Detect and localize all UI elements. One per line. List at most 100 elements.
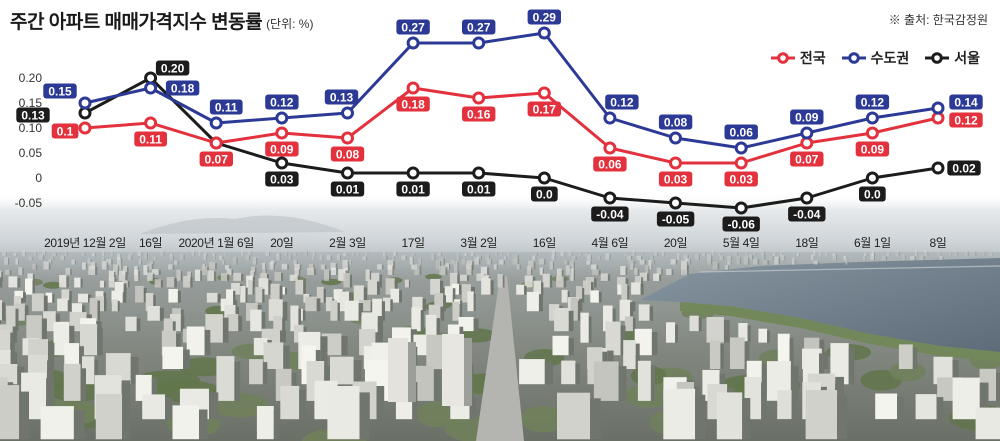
data-label-box	[155, 60, 190, 76]
building-shadow	[657, 252, 659, 256]
building	[232, 256, 237, 265]
building	[702, 252, 706, 256]
building	[166, 276, 175, 288]
building	[383, 252, 386, 256]
legend-label-nationwide: 전국	[799, 50, 826, 66]
building	[637, 360, 651, 401]
building-shadow	[449, 263, 451, 270]
building	[753, 252, 756, 256]
building	[250, 309, 262, 332]
building-shadow	[524, 285, 527, 295]
building	[656, 267, 662, 275]
data-label-seoul: 0.0	[859, 186, 886, 202]
building-shadow	[190, 272, 193, 281]
building-shadow	[846, 256, 848, 261]
building-shadow	[241, 273, 244, 281]
building	[411, 253, 415, 256]
chart-legend: 전국 수도권 서울	[770, 48, 980, 68]
data-points	[78, 26, 945, 215]
building-shadow	[323, 288, 326, 303]
building	[796, 252, 799, 256]
data-point-capital-area	[472, 36, 486, 50]
building-shadow	[74, 260, 76, 265]
building	[689, 315, 699, 332]
data-label-nationwide: 0.07	[199, 151, 233, 167]
building	[0, 329, 11, 356]
building	[71, 259, 75, 265]
building-shadow	[97, 300, 100, 321]
building	[203, 253, 207, 261]
building-shadow	[106, 262, 109, 270]
data-label-text: 0.09	[861, 142, 885, 156]
building	[556, 276, 564, 288]
building-shadow	[95, 266, 98, 275]
building-shadow	[274, 261, 277, 265]
building	[191, 250, 194, 256]
building	[111, 299, 118, 312]
building	[519, 359, 545, 385]
building-shadow	[489, 255, 491, 261]
chart-title: 주간 아파트 매매가격지수 변동률 (단위: %)	[10, 7, 313, 34]
building-shadow	[542, 268, 544, 275]
building	[393, 251, 397, 256]
building-shadow	[517, 259, 520, 265]
data-label-text: 0.01	[336, 182, 360, 196]
building	[453, 269, 458, 275]
data-label-box	[16, 107, 50, 123]
data-label-text: 0.03	[664, 172, 688, 186]
building	[336, 254, 341, 261]
building-shadow	[631, 256, 633, 261]
building-shadow	[155, 256, 157, 261]
building	[621, 283, 628, 303]
building	[539, 267, 543, 275]
data-label-capital-area: 0.11	[209, 99, 243, 115]
building	[447, 324, 460, 343]
data-label-text: 0.11	[139, 132, 162, 146]
building	[327, 386, 360, 440]
building	[744, 252, 748, 256]
building	[551, 250, 555, 256]
apartment-tower-shadow	[408, 342, 416, 402]
data-point-seoul	[603, 191, 617, 205]
building	[0, 350, 11, 369]
building	[74, 277, 81, 288]
building	[681, 263, 687, 275]
building-shadow	[675, 259, 678, 265]
building-shadow	[320, 336, 328, 369]
building	[61, 289, 70, 303]
chart-title-text: 주간 아파트 매매가격지수 변동률	[10, 12, 263, 33]
building	[685, 258, 690, 265]
building-shadow	[599, 256, 601, 261]
building-shadow	[279, 285, 283, 303]
building-shadow	[575, 363, 580, 385]
data-label-box	[788, 206, 826, 222]
building	[45, 292, 53, 303]
building	[563, 260, 568, 265]
building-shadow	[737, 251, 739, 256]
data-label-text: 0.12	[954, 113, 978, 127]
y-tick-label: 0.10	[19, 121, 43, 135]
building-shadow	[51, 260, 53, 265]
building-shadow	[436, 318, 441, 343]
data-label-text: 0.06	[730, 125, 754, 139]
data-label-text: 0.0	[536, 187, 553, 201]
building-shadow	[245, 287, 248, 303]
building-shadow	[353, 360, 362, 385]
y-tick-label: 0	[35, 171, 42, 185]
building-shadow	[122, 399, 131, 440]
building	[480, 266, 488, 275]
data-label-capital-area: 0.27	[396, 19, 430, 35]
building-shadow	[991, 253, 993, 256]
building	[213, 253, 216, 261]
building	[638, 304, 650, 321]
data-point-seoul	[275, 156, 289, 170]
building	[452, 301, 460, 321]
data-label-capital-area: 0.12	[855, 94, 890, 110]
green-patch	[414, 401, 462, 428]
building-shadow	[146, 254, 148, 261]
building	[101, 261, 107, 270]
building	[449, 272, 458, 288]
building-shadow	[125, 271, 128, 281]
data-label-capital-area: 0.15	[43, 83, 77, 99]
building	[48, 259, 52, 265]
